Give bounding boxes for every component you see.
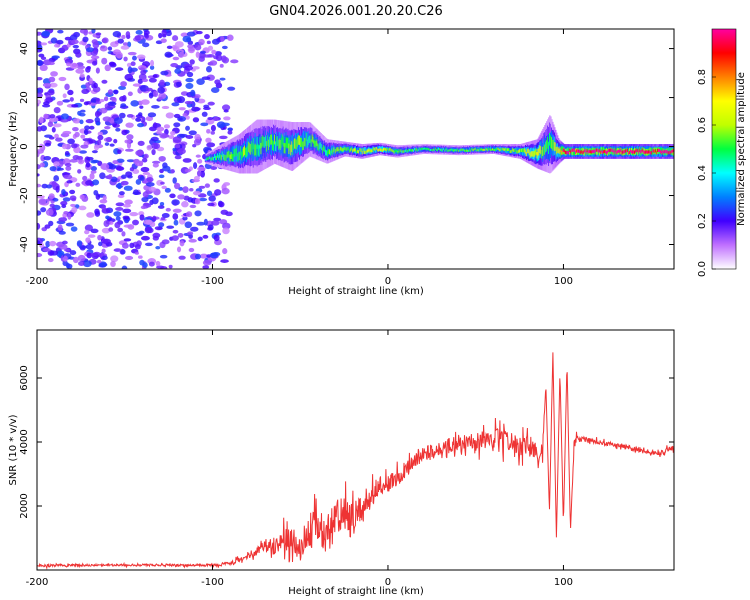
snr-ytick-label: 6000 xyxy=(19,365,30,390)
colorbar-tick-label: 0.0 xyxy=(697,261,708,277)
colorbar-tick-label: 0.2 xyxy=(697,213,708,229)
snr-xtick-label: 0 xyxy=(385,577,391,588)
spectrogram-ytick-label: -40 xyxy=(19,236,30,252)
colorbar-tick-label: 0.4 xyxy=(697,165,708,181)
spectrogram-xlabel: Height of straight line (km) xyxy=(288,286,424,297)
spectrogram-frame xyxy=(36,28,675,270)
snr-xlabel: Height of straight line (km) xyxy=(288,586,424,597)
spectrogram-ytick-label: -20 xyxy=(19,187,30,203)
snr-xtick-label: 100 xyxy=(554,577,573,588)
spectrogram-ylabel: Frequency (Hz) xyxy=(8,111,19,187)
snr-xtick-label: -200 xyxy=(26,577,49,588)
snr-ytick-label: 2000 xyxy=(19,493,30,518)
colorbar-label: Normalized spectral amplitude xyxy=(736,72,747,226)
spectrogram-noise xyxy=(37,29,239,269)
spectrogram-xtick-label: -200 xyxy=(26,276,49,287)
spectrogram-xtick-label: 0 xyxy=(385,276,391,287)
spectrogram-ytick-label: 20 xyxy=(19,91,30,104)
colorbar-ticks: 0.0 0.2 0.4 0.6 0.8 xyxy=(697,69,716,277)
snr-ylabel: SNR (10 * v/v) xyxy=(8,414,19,485)
snr-axes: -200 -100 0 100 2000 4000 6000 xyxy=(19,330,674,588)
colorbar: 0.0 0.2 0.4 0.6 0.8 Normalized spectral ampl… xyxy=(697,28,747,277)
colorbar-tick-label: 0.6 xyxy=(697,117,708,133)
snr-plot-area xyxy=(37,352,674,570)
spectrogram-ytick-label: 40 xyxy=(19,42,30,55)
spectrogram-ytick-label: 0 xyxy=(19,143,30,149)
snr-line xyxy=(37,352,674,570)
snr-frame xyxy=(36,329,675,571)
colorbar-gradient xyxy=(712,29,736,269)
spectrogram-xtick-label: -100 xyxy=(201,276,224,287)
spectrogram-ridge xyxy=(205,115,674,174)
spectrogram-xtick-label: 100 xyxy=(554,276,573,287)
snr-ytick-label: 4000 xyxy=(19,429,30,454)
colorbar-tick-label: 0.8 xyxy=(697,69,708,85)
figure-title: GN04.2026.001.20.20.C26 xyxy=(269,4,443,19)
colorbar-frame xyxy=(711,28,737,270)
spectrogram-image xyxy=(37,29,674,269)
snr-xtick-label: -100 xyxy=(201,577,224,588)
snr-panel: -200 -100 0 100 2000 4000 6000 Height of strai… xyxy=(8,329,675,597)
